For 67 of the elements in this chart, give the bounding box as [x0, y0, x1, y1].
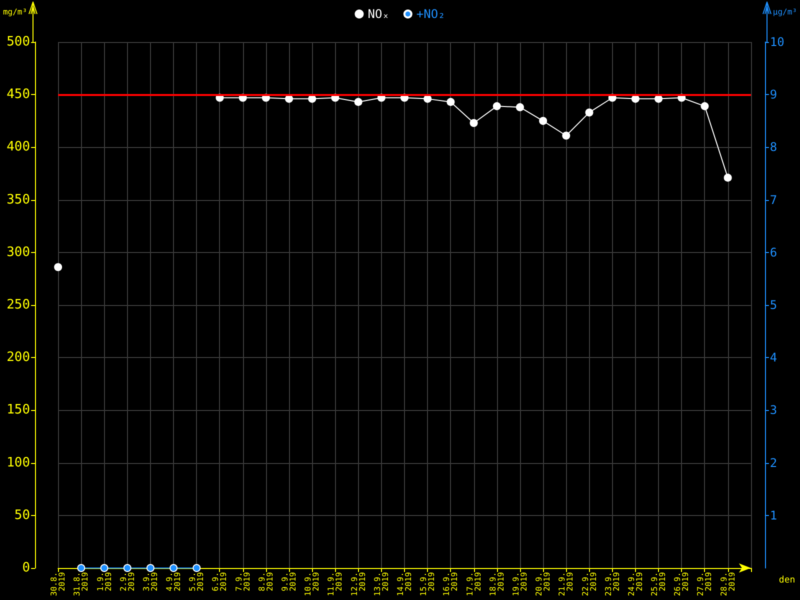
x-tick-label: 19.9. 2019	[511, 572, 528, 596]
y-axis-title: mg/m³	[2, 8, 28, 16]
x-tick-label: 15.9. 2019	[419, 572, 436, 596]
y-tick-label: 250	[6, 298, 30, 312]
x-tick-label: 23.9. 2019	[604, 572, 621, 596]
y2-tick-label: 2	[770, 456, 778, 470]
y-tick-label: 350	[6, 192, 30, 208]
point	[354, 98, 362, 106]
x-tick-label: 31.8. 2019	[72, 572, 90, 596]
x-tick-label: 18.9. 2019	[488, 572, 506, 596]
x-tick-label: 1.9. 2019	[96, 572, 113, 592]
y-tick-label: 0	[22, 560, 30, 576]
y2-tick-label: 5	[770, 298, 778, 312]
x-axis-title: den	[778, 576, 796, 586]
point	[492, 102, 501, 110]
x-tick-label: 14.9. 2019	[396, 572, 413, 596]
x-tick-label: 12.9. 2019	[350, 572, 367, 596]
x-tick-label: 24.9. 2019	[626, 572, 644, 596]
y-tick-label: 400	[6, 140, 30, 155]
x-tick-label: 27.9. 2019	[696, 572, 714, 596]
x-tick-label: 4.9. 2019	[165, 572, 182, 592]
x-tick-label: 25.9. 2019	[650, 572, 668, 596]
y-tick-label: 450	[6, 87, 30, 102]
y2-tick-label: 1	[770, 508, 778, 522]
point	[700, 102, 709, 110]
y2-tick-label: 8	[770, 140, 778, 154]
y2-tick-label: 3	[770, 403, 778, 418]
y-tick-label: 300	[6, 244, 30, 260]
x-tick-label: 28.9. 2019	[719, 572, 736, 596]
point	[54, 263, 62, 272]
x-tick-label: 30.8. 2019	[50, 572, 67, 596]
x-tick-label: 20.9. 2019	[534, 572, 552, 596]
x-tick-label: 3.9. 2019	[142, 572, 159, 592]
y2-tick-label: 7	[770, 192, 778, 207]
y-tick-label: 100	[6, 455, 30, 470]
y-tick-label: 150	[6, 402, 30, 418]
legend-label: NOₓ	[368, 7, 390, 21]
point	[516, 103, 524, 112]
y2-axis-title: µg/m³	[772, 8, 798, 16]
y2-tick-label: 4	[770, 350, 778, 365]
x-tick-label: 17.9. 2019	[465, 572, 482, 596]
x-tick-label: 21.9. 2019	[558, 572, 575, 596]
y2-tick-label: 10	[770, 35, 784, 49]
point	[539, 116, 548, 125]
point	[562, 132, 570, 140]
legend-label: +NO₂	[416, 7, 446, 21]
x-tick-label: 16.9. 2019	[442, 572, 460, 596]
x-tick-label: 5.9. 2019	[188, 572, 206, 592]
x-tick-label: 8.9. 2019	[257, 572, 274, 592]
x-tick-label: 22.9. 2019	[580, 572, 598, 596]
y2-tick-label: 6	[770, 245, 778, 260]
y-tick-label: 500	[6, 34, 30, 50]
x-tick-label: 6.9. 2019	[211, 572, 228, 592]
point	[724, 174, 732, 182]
y2-tick-label: 9	[770, 88, 778, 102]
x-tick-label: 13.9. 2019	[372, 572, 390, 596]
point	[470, 119, 478, 127]
y-tick-label: 50	[14, 508, 30, 523]
point	[446, 98, 455, 106]
x-tick-label: 10.9. 2019	[304, 572, 321, 596]
x-tick-label: 11.9. 2019	[326, 572, 344, 596]
y-tick-label: 200	[6, 350, 30, 366]
x-tick-label: 9.9. 2019	[280, 572, 298, 592]
point	[585, 108, 594, 116]
x-tick-label: 2.9. 2019	[118, 572, 136, 592]
x-tick-label: 26.9. 2019	[673, 572, 690, 596]
x-tick-label: 7.9. 2019	[234, 572, 252, 592]
